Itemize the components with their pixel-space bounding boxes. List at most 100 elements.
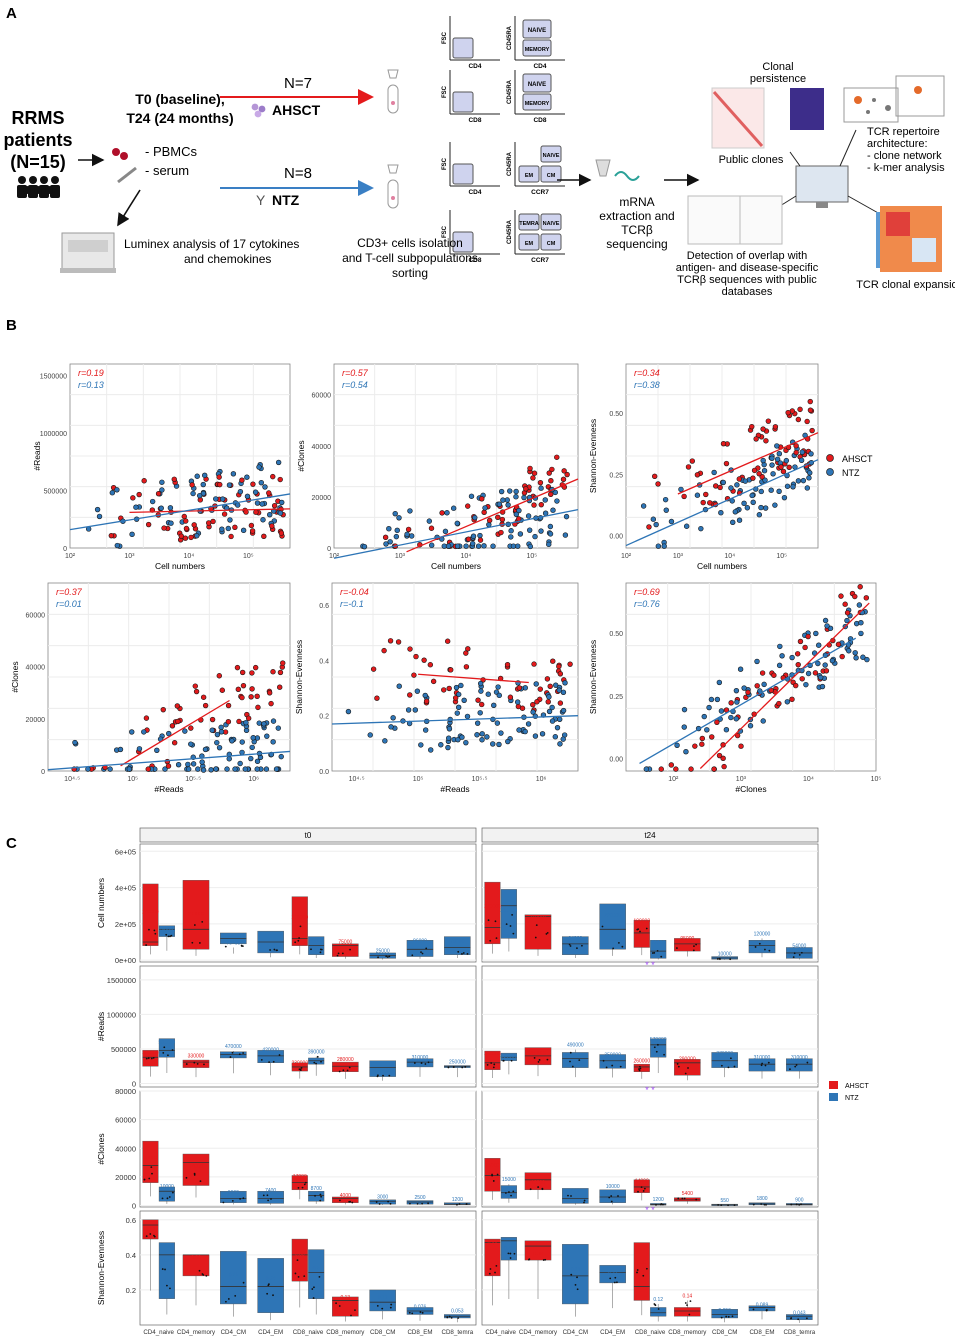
box-point (301, 1186, 304, 1189)
box-point (494, 1271, 496, 1274)
facs-ylabel: CD45RA (507, 25, 513, 50)
point-ntz (270, 718, 277, 724)
max-value-label: 7400 (265, 1188, 276, 1194)
r-value-ntz: r=0.13 (78, 380, 104, 390)
facs-gate (452, 163, 474, 185)
x-tick-label: 10⁵ (871, 776, 882, 783)
point-ahsct (245, 715, 252, 721)
point-ntz (260, 517, 266, 523)
box-point (296, 1259, 299, 1261)
point-ntz (761, 468, 768, 474)
box-point (790, 1203, 793, 1206)
box-point (299, 925, 302, 928)
point-ahsct (253, 509, 259, 515)
x-tick-label: 10² (329, 553, 340, 560)
point-ntz (407, 508, 413, 514)
box-point (583, 1201, 585, 1204)
point-ntz (790, 484, 796, 490)
point-ntz (474, 732, 480, 738)
link-overlap (779, 195, 797, 207)
max-value-label: 0.34 (162, 1258, 172, 1264)
facs-ylabel: CD45RA (507, 219, 513, 244)
box-point (492, 1066, 495, 1069)
max-value-label: 270000 (484, 904, 501, 910)
box-ntz (444, 936, 471, 955)
box-point (790, 1317, 792, 1320)
box-point (240, 945, 243, 947)
y-tick-label: 4e+05 (115, 884, 136, 893)
box-point (272, 1294, 274, 1297)
legend-c-ntz-text: NTZ (845, 1095, 859, 1102)
point-ntz (505, 502, 511, 508)
point-ahsct (183, 518, 189, 524)
box-panel-t24: 25000 15000 13000 7200 10000 14000 1200 5400 550… (481, 1090, 819, 1208)
max-value-label: 290000 (679, 1056, 696, 1062)
x-axis-label: #Reads (440, 784, 469, 794)
point-ahsct (495, 514, 501, 521)
box-point (348, 1066, 351, 1069)
facs-gate-label: NAIVE (543, 153, 560, 159)
point-ahsct (423, 698, 430, 704)
point-ntz (655, 543, 662, 549)
repertoire-line1: TCR repertoire (867, 126, 940, 138)
point-ntz (468, 493, 475, 499)
box-point (537, 1186, 540, 1188)
public-clones-label: Public clones (719, 154, 784, 166)
box-ntz (562, 1188, 589, 1204)
box-point (164, 1268, 166, 1271)
point-ntz (254, 500, 261, 506)
box-ahsct (633, 1242, 650, 1301)
box-point (150, 1166, 153, 1168)
point-ntz (762, 477, 768, 483)
point-ntz (182, 728, 188, 734)
y-axis-label: #Clones (10, 661, 20, 692)
facs-gate (540, 165, 562, 183)
point-ahsct (266, 690, 273, 696)
box-point (643, 1187, 646, 1190)
r-value-ntz: r=0.54 (342, 380, 368, 390)
point-ahsct (188, 534, 194, 541)
box-point (491, 1173, 493, 1176)
point-ntz (508, 528, 514, 534)
point-ntz (133, 504, 139, 510)
point-ntz (822, 617, 829, 624)
box-point (167, 1054, 169, 1057)
point-ahsct (249, 670, 255, 676)
point-ntz (159, 479, 165, 485)
x-tick-label: 10³ (395, 553, 406, 560)
box-point (676, 1063, 679, 1065)
point-ntz (513, 488, 519, 495)
facet-label: t0 (305, 831, 312, 840)
max-value-label: 7200 (570, 1188, 581, 1194)
point-ahsct (692, 743, 698, 749)
point-ntz (243, 719, 249, 726)
x-tick-label: 10³ (673, 553, 684, 560)
x-category-label: CD8_CM (712, 1329, 737, 1336)
box-point (655, 1050, 658, 1053)
panel-b-label: B (6, 317, 17, 334)
box-point (761, 1062, 764, 1065)
point-ntz (734, 699, 740, 705)
point-ntz (428, 542, 435, 548)
box-point (574, 1283, 577, 1286)
box-point (805, 1317, 808, 1320)
r-value-ahsct: r=0.19 (78, 368, 104, 378)
max-value-label: 72000 (651, 940, 665, 946)
point-ntz (262, 484, 268, 490)
box-point (382, 1074, 384, 1077)
point-ntz (718, 510, 724, 516)
point-ahsct (277, 476, 283, 483)
r-value-ntz: r=-0.1 (340, 599, 364, 609)
box-point (716, 958, 719, 960)
point-ntz (242, 766, 248, 772)
box-point (568, 943, 571, 946)
point-ntz (199, 759, 205, 765)
point-ntz (527, 543, 534, 550)
x-category-label: CD8_naive (635, 1329, 666, 1336)
box-point (456, 1203, 458, 1206)
facs-gate (452, 231, 474, 253)
max-value-label: 0.12 (653, 1297, 663, 1303)
point-ahsct (160, 706, 166, 713)
box-ahsct (524, 1240, 552, 1261)
box-ahsct (291, 1238, 308, 1282)
